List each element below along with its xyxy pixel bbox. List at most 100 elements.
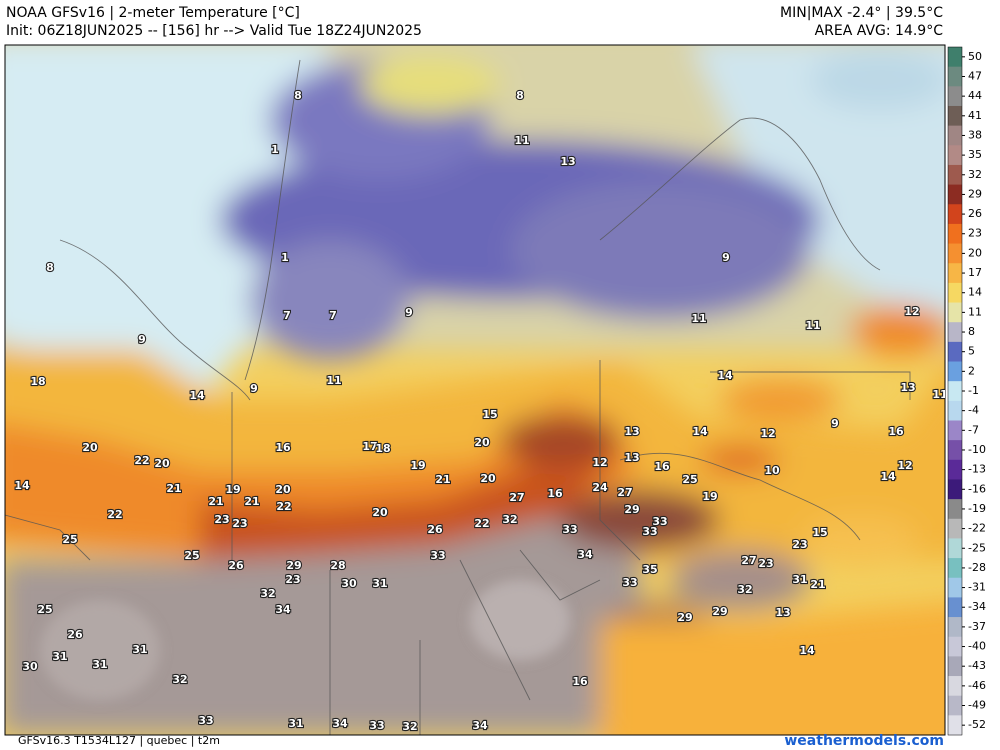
- colorbar-label: -40: [968, 640, 986, 653]
- temperature-label: 22: [276, 500, 291, 513]
- temperature-label: 16: [275, 441, 291, 454]
- colorbar-band: [948, 381, 962, 402]
- temperature-label: 20: [154, 457, 170, 470]
- temperature-label: 29: [712, 605, 727, 618]
- temperature-label: 21: [244, 495, 259, 508]
- colorbar-frame: [947, 46, 963, 736]
- temperature-label: 33: [652, 515, 667, 528]
- colorbar-band: [948, 243, 962, 264]
- temperature-label: 14: [717, 369, 733, 382]
- colorbar-label: -49: [968, 699, 986, 712]
- colorbar-label: -1: [968, 384, 979, 397]
- temperature-label: 21: [810, 578, 825, 591]
- temperature-label: 22: [107, 508, 122, 521]
- colorbar-band: [948, 184, 962, 205]
- temperature-label: 11: [932, 388, 947, 401]
- colorbar-band: [948, 479, 962, 500]
- temperature-label: 9: [831, 417, 839, 430]
- temperature-label: 11: [514, 134, 529, 147]
- temperature-label: 32: [737, 583, 752, 596]
- temperature-label: 14: [692, 425, 708, 438]
- temperature-label: 34: [577, 548, 593, 561]
- colorbar-label: 14: [968, 286, 982, 299]
- temperature-label: 30: [341, 577, 357, 590]
- colorbar-band: [948, 145, 962, 166]
- temperature-label: 18: [375, 442, 390, 455]
- temperature-label: 13: [775, 606, 790, 619]
- temperature-label: 1: [271, 143, 279, 156]
- temperature-label: 22: [134, 454, 149, 467]
- temperature-label: 31: [52, 650, 67, 663]
- min-max: MIN|MAX -2.4° | 39.5°C: [780, 5, 943, 21]
- colorbar-label: 2: [968, 364, 975, 377]
- colorbar-label: 5: [968, 345, 975, 358]
- colorbar-label: 47: [968, 69, 982, 82]
- colorbar-label: -46: [968, 679, 986, 692]
- temperature-label: 20: [480, 472, 496, 485]
- temperature-label: 9: [250, 382, 258, 395]
- colorbar-band: [948, 125, 962, 146]
- temperature-label: 13: [624, 451, 639, 464]
- colorbar-label: 17: [968, 266, 982, 279]
- temperature-label: 32: [260, 587, 275, 600]
- temperature-label: 34: [275, 603, 291, 616]
- colorbar-band: [948, 223, 962, 245]
- temperature-label: 14: [799, 644, 815, 657]
- colorbar-label: 8: [968, 325, 975, 338]
- colorbar-label: 29: [968, 187, 982, 200]
- colorbar-label: 11: [968, 305, 982, 318]
- temperature-label: 20: [82, 441, 98, 454]
- temperature-label: 23: [214, 513, 229, 526]
- colorbar-band: [948, 105, 962, 127]
- temperature-label: 18: [30, 375, 45, 388]
- colorbar-band: [948, 558, 962, 579]
- temperature-label: 23: [285, 573, 300, 586]
- temperature-label: 33: [198, 714, 213, 727]
- colorbar-band: [948, 361, 962, 382]
- temperature-label: 24: [592, 481, 608, 494]
- map-field: [5, 45, 945, 735]
- temperature-label: 15: [812, 526, 827, 539]
- temperature-label: 33: [369, 719, 384, 732]
- temperature-label: 16: [654, 460, 670, 473]
- temperature-label: 26: [67, 628, 83, 641]
- temperature-label: 1: [281, 251, 289, 264]
- colorbar-band: [948, 302, 962, 323]
- temperature-label: 7: [329, 309, 337, 322]
- temperature-label: 12: [897, 459, 912, 472]
- temperature-label: 20: [474, 436, 490, 449]
- colorbar-label: 23: [968, 227, 982, 240]
- temperature-label: 32: [172, 673, 187, 686]
- colorbar-band: [948, 459, 962, 480]
- temperature-label: 11: [326, 374, 341, 387]
- temperature-label: 21: [208, 495, 223, 508]
- colorbar-label: 26: [968, 207, 982, 220]
- colorbar-label: -16: [968, 482, 986, 495]
- colorbar-label: -7: [968, 423, 979, 436]
- temperature-label: 23: [232, 517, 247, 530]
- colorbar-band: [948, 420, 962, 441]
- colorbar-label: -13: [968, 463, 986, 476]
- temperature-label: 9: [722, 251, 730, 264]
- temperature-label: 16: [572, 675, 588, 688]
- temperature-label: 31: [132, 643, 147, 656]
- colorbar-band: [948, 636, 962, 657]
- temperature-label: 33: [622, 576, 637, 589]
- temperature-label: 33: [430, 549, 445, 562]
- colorbar-band: [948, 676, 962, 697]
- temperature-label: 26: [427, 523, 443, 536]
- colorbar-label: -34: [968, 600, 986, 613]
- colorbar-band: [948, 538, 962, 559]
- temperature-label: 19: [225, 483, 240, 496]
- temperature-label: 13: [900, 381, 915, 394]
- colorbar-label: -28: [968, 561, 986, 574]
- colorbar-label: -31: [968, 581, 986, 594]
- colorbar-band: [948, 518, 962, 539]
- temperature-label: 19: [410, 459, 425, 472]
- temperature-label: 32: [402, 720, 417, 733]
- init-time: Init: 06Z18JUN2025 -- [156] hr --> Valid…: [6, 23, 422, 39]
- colorbar-band: [948, 204, 962, 225]
- colorbar-band: [948, 47, 962, 68]
- colorbar-label: 41: [968, 109, 982, 122]
